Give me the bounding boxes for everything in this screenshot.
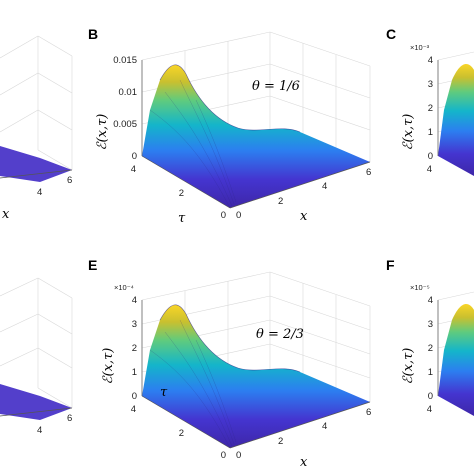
panel-a-x-tick: 4 (37, 187, 42, 198)
panel-b-z-label: ℰ(x,τ) (95, 114, 110, 151)
panel-b-letter: B (88, 26, 98, 42)
panel-e-y-tick: 0 (221, 450, 226, 461)
panel-d-x-axis (0, 407, 73, 417)
panel-e-z-tick: 1 (132, 367, 137, 378)
panel-e-x-tick: 2 (278, 436, 283, 447)
panel-e-surface-ridge (159, 304, 301, 373)
panel-f-multiplier: ×10⁻⁵ (410, 283, 430, 292)
panel-e: E ×10⁻⁴ (88, 257, 371, 470)
panel-f-z-tick: 4 (428, 295, 433, 306)
panel-d-grid (0, 277, 73, 409)
panel-a-x-tick: 6 (67, 175, 72, 186)
panel-e-annotation: θ = 2/3 (256, 327, 304, 342)
panel-b-mesh-lines (149, 79, 237, 209)
panel-a-grid (0, 35, 73, 171)
panel-c-surface (438, 64, 474, 176)
panel-c-z-tick: 1 (428, 127, 433, 138)
panel-b-axes (141, 60, 371, 209)
panel-a-surface (0, 146, 72, 182)
panel-b-x-tick: 6 (366, 167, 371, 178)
panel-c-z-label: ℰ(x,τ) (401, 114, 416, 151)
panel-c-z-tick: 3 (428, 79, 433, 90)
panel-d-surface (0, 384, 72, 420)
panel-e-x-tick: 4 (322, 421, 327, 432)
panel-a-x-axis (0, 169, 73, 179)
panel-f-z-label: ℰ(x,τ) (401, 348, 416, 385)
panel-b: B (88, 26, 371, 226)
panel-f-surface (438, 304, 474, 416)
panel-b-surface-sheet (142, 64, 370, 208)
panel-e-axes (141, 300, 371, 449)
panel-b-y-label: τ (178, 211, 186, 226)
panel-f-z-tick: 0 (428, 391, 433, 402)
panel-f-z-tick: 2 (428, 343, 433, 354)
panel-f-y-tick: 4 (427, 404, 432, 415)
panel-d: 4 6 (0, 277, 73, 436)
panel-b-y-tick: 2 (179, 188, 184, 199)
panel-c-z-tick: 2 (428, 103, 433, 114)
panel-e-letter: E (88, 257, 97, 273)
panel-c-multiplier: ×10⁻³ (410, 43, 430, 52)
panel-e-z-tick: 0 (132, 391, 137, 402)
panel-f-letter: F (386, 257, 395, 273)
panel-b-y-tick: 0 (221, 210, 226, 221)
panel-b-x-tick: 2 (278, 196, 283, 207)
panel-b-x-tick: 4 (322, 181, 327, 192)
panel-c-y-tick: 4 (427, 164, 432, 175)
panel-e-multiplier: ×10⁻⁴ (114, 283, 134, 292)
panel-c-z-tick: 4 (428, 55, 433, 66)
panel-a-x-label: x (2, 207, 10, 222)
panel-b-z-tick: 0.005 (113, 119, 137, 130)
panel-d-x-tick: 4 (37, 425, 42, 436)
panel-e-surface-sheet (142, 304, 370, 448)
panel-b-z-tick: 0.015 (113, 55, 137, 66)
panel-e-z-tick: 3 (132, 319, 137, 330)
panel-b-z-tick: 0 (132, 151, 137, 162)
panel-d-x-tick: 6 (67, 413, 72, 424)
panel-b-y-tick: 4 (131, 164, 136, 175)
panel-f-z-tick: 1 (428, 367, 433, 378)
panel-b-x-label: x (300, 209, 308, 224)
panel-b-surface-ridge (159, 64, 301, 133)
panel-e-mesh-lines (149, 319, 237, 449)
panel-c-letter: C (386, 26, 396, 42)
panel-e-x-tick: 6 (366, 407, 371, 418)
panel-e-x-label: x (300, 455, 308, 470)
panel-e-y-tick: 2 (179, 428, 184, 439)
panel-e-z-label: ℰ(x,τ) (101, 348, 116, 385)
panel-e-z-tick: 2 (132, 343, 137, 354)
panel-c-z-tick: 0 (428, 151, 433, 162)
panel-e-y-tick: 4 (131, 404, 136, 415)
panel-c: C ×10⁻³ 0 1 2 3 4 ℰ(x,τ) 4 (386, 26, 474, 176)
panel-f: F ×10⁻⁵ 0 1 2 3 4 ℰ(x,τ) 4 (386, 257, 474, 416)
panel-e-y-label: τ (160, 385, 168, 400)
panel-b-x-tick: 0 (236, 210, 241, 221)
panel-e-x-tick: 0 (236, 450, 241, 461)
panel-e-z-tick: 4 (132, 295, 137, 306)
panel-b-annotation: θ = 1/6 (252, 79, 300, 94)
panel-b-z-tick: 0.01 (119, 87, 138, 98)
panel-f-z-tick: 3 (428, 319, 433, 330)
panel-a: 4 6 x (0, 35, 73, 222)
